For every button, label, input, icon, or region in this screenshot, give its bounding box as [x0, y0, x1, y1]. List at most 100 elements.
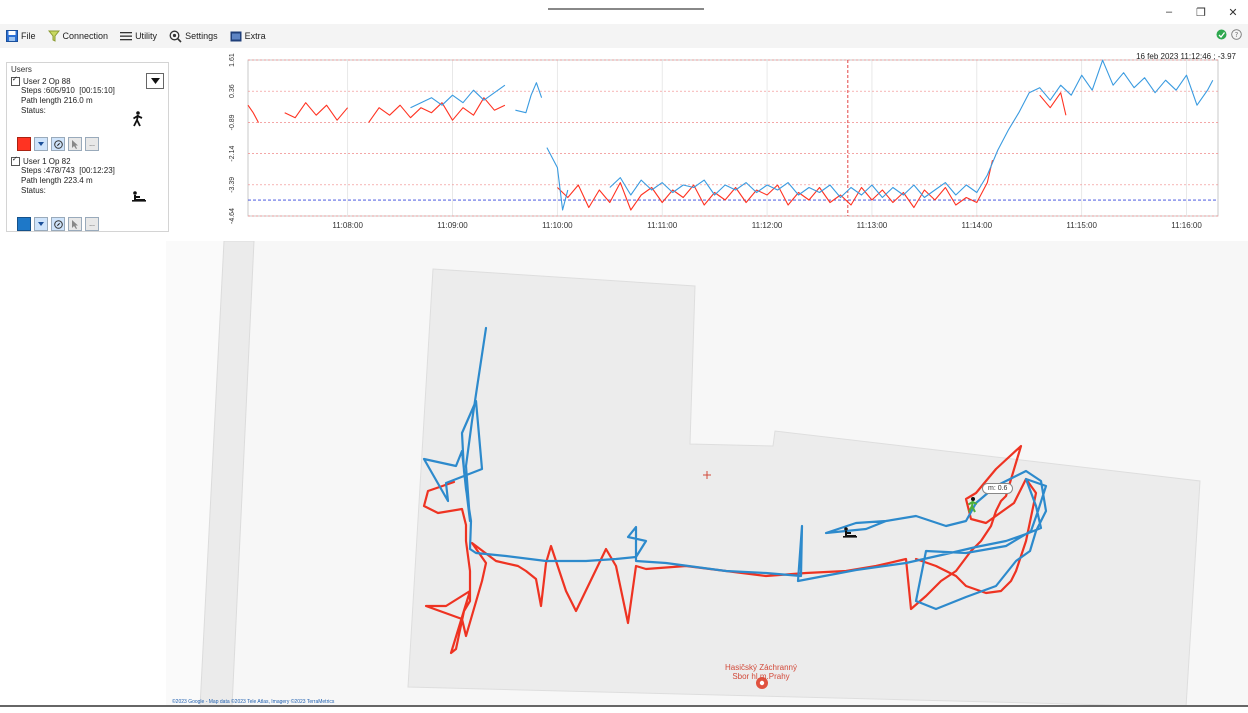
compass-icon	[53, 139, 63, 149]
map-view[interactable]: Hasičský Záchranný Sbor hl.m.Prahy	[166, 241, 1248, 707]
user-status-label: Status:	[21, 106, 46, 115]
walking-person-icon	[133, 111, 143, 127]
chart-series-line-0	[1039, 92, 1067, 116]
chart-x-tick-label: 11:15:00	[1066, 221, 1097, 230]
user-color-button[interactable]	[17, 137, 31, 151]
restore-icon[interactable]: ❐	[1196, 7, 1206, 19]
menu-settings[interactable]: Settings	[163, 24, 224, 48]
pin-icon	[38, 142, 44, 146]
chart-grid	[247, 59, 1219, 217]
user-select-button[interactable]	[68, 137, 82, 151]
chart-series-line-1	[546, 147, 569, 211]
user-visible-checkbox[interactable]	[11, 155, 20, 166]
map-crawling-person-icon	[843, 527, 857, 538]
chart-series-line-0	[557, 159, 994, 211]
menu-file-label: File	[21, 31, 36, 41]
chart-x-tick-label: 11:14:00	[962, 221, 993, 230]
time-series-chart[interactable]: 11:08:00 11:09:00 11:10:00 11:11:00 11:12:00…	[196, 50, 1240, 238]
chart-series-line-1	[515, 82, 543, 114]
user-compass-button[interactable]	[51, 217, 65, 231]
chart-y-tick-label: -3.39	[229, 177, 236, 193]
user-path-length: Path length 216.0 m	[21, 96, 93, 105]
users-dropdown-button[interactable]	[146, 73, 164, 89]
user-status-label: Status:	[21, 186, 46, 195]
user-visible-checkbox[interactable]	[11, 75, 20, 86]
chart-x-tick-label: 11:10:00	[542, 221, 573, 230]
title-drag-handle[interactable]	[548, 8, 704, 10]
chart-x-tick-label: 11:16:00	[1171, 221, 1202, 230]
user-steps: Steps :478/743	[21, 166, 75, 175]
close-icon[interactable]: ✕	[1228, 7, 1238, 19]
chart-y-tick-label: 1.61	[229, 53, 236, 67]
crawling-person-icon	[132, 191, 146, 202]
user-entry: User 1 Op 82 Steps :478/743 [00:12:23] P…	[11, 155, 161, 231]
user-pin-button[interactable]	[34, 217, 48, 231]
chart-x-tick-label: 11:08:00	[332, 221, 363, 230]
menu-utility[interactable]: Utility	[114, 24, 163, 48]
map-walking-person-icon	[967, 497, 978, 513]
triangle-down-icon	[150, 78, 160, 84]
chart-series-line-0	[284, 102, 349, 121]
user-steps: Steps :605/910	[21, 86, 75, 95]
menu-connection[interactable]: Connection	[42, 24, 115, 48]
user-duration: [00:12:23]	[79, 166, 115, 175]
help-icon[interactable]: ?	[1231, 29, 1242, 40]
chart-x-tick-label: 11:12:00	[752, 221, 783, 230]
chart-y-tick-label: -2.14	[229, 146, 236, 162]
map-attribution[interactable]: ©2023 Google - Map data ©2023 Tele Atlas…	[172, 699, 335, 705]
chart-series-line-1	[410, 84, 506, 109]
compass-icon	[53, 219, 63, 229]
menu-extra-label: Extra	[244, 31, 266, 41]
chart-y-tick-label: 0.36	[229, 84, 236, 98]
user-color-button[interactable]	[17, 217, 31, 231]
user-select-button[interactable]	[68, 217, 82, 231]
menu-extra[interactable]: Extra	[224, 24, 272, 48]
menu-utility-label: Utility	[135, 31, 158, 41]
chart-x-tick-label: 11:13:00	[857, 221, 888, 230]
chart-y-tick-label: -0.89	[229, 114, 236, 130]
user-name: User 1 Op 82	[23, 157, 71, 166]
map-canvas[interactable]	[166, 241, 1248, 707]
users-panel-title: Users	[11, 65, 32, 74]
user-entry: User 2 Op 88 Steps :605/910 [00:15:10] P…	[11, 75, 161, 151]
user2-track	[422, 444, 1038, 655]
pin-icon	[38, 222, 44, 226]
hamburger-icon	[120, 32, 133, 41]
extra-window-icon	[230, 31, 242, 41]
chart-ticks: 11:08:00 11:09:00 11:10:00 11:11:00 11:12:00…	[229, 53, 1202, 230]
chart-series	[247, 59, 1214, 211]
title-bar: – ❐ ✕	[0, 0, 1248, 22]
user-more-button[interactable]: ...	[85, 137, 99, 151]
users-panel: Users User 2 Op 88 Steps :605/910 [00:15…	[6, 62, 169, 232]
map-poi-marker-icon	[756, 677, 768, 689]
chart-plot-frame	[247, 59, 1219, 217]
map-center-crosshair	[703, 471, 711, 479]
map-tracks	[422, 326, 1048, 655]
minimize-icon[interactable]: –	[1165, 6, 1173, 18]
chart-y-tick-label: -4.64	[229, 208, 236, 224]
user-more-button[interactable]: ...	[85, 217, 99, 231]
poi-name-line2: Sbor hl.m.Prahy	[732, 672, 790, 681]
map-road	[199, 241, 255, 707]
user-compass-button[interactable]	[51, 137, 65, 151]
user1-track	[422, 326, 1048, 611]
menu-settings-label: Settings	[185, 31, 218, 41]
map-building	[407, 268, 1201, 707]
cursor-icon	[72, 219, 78, 229]
user-pin-button[interactable]	[34, 137, 48, 151]
settings-search-icon	[169, 30, 182, 43]
connection-status-icon	[1216, 29, 1227, 40]
menu-bar: File Connection Utility Settings Extra	[0, 24, 1248, 48]
chart-x-tick-label: 11:11:00	[647, 221, 678, 230]
menu-connection-label: Connection	[62, 31, 109, 41]
chart-x-tick-label: 11:09:00	[437, 221, 468, 230]
map-measure-tooltip: m: 0.6	[982, 483, 1014, 494]
map-poi-label: Hasičský Záchranný Sbor hl.m.Prahy	[706, 663, 816, 681]
bottom-divider	[0, 705, 1248, 707]
chart-series-line-0	[368, 97, 506, 123]
chart-series-line-0	[247, 104, 259, 123]
menu-file[interactable]: File	[0, 24, 42, 48]
svg-text:?: ?	[1235, 31, 1239, 39]
filter-icon	[47, 30, 60, 42]
user-duration: [00:15:10]	[79, 86, 115, 95]
